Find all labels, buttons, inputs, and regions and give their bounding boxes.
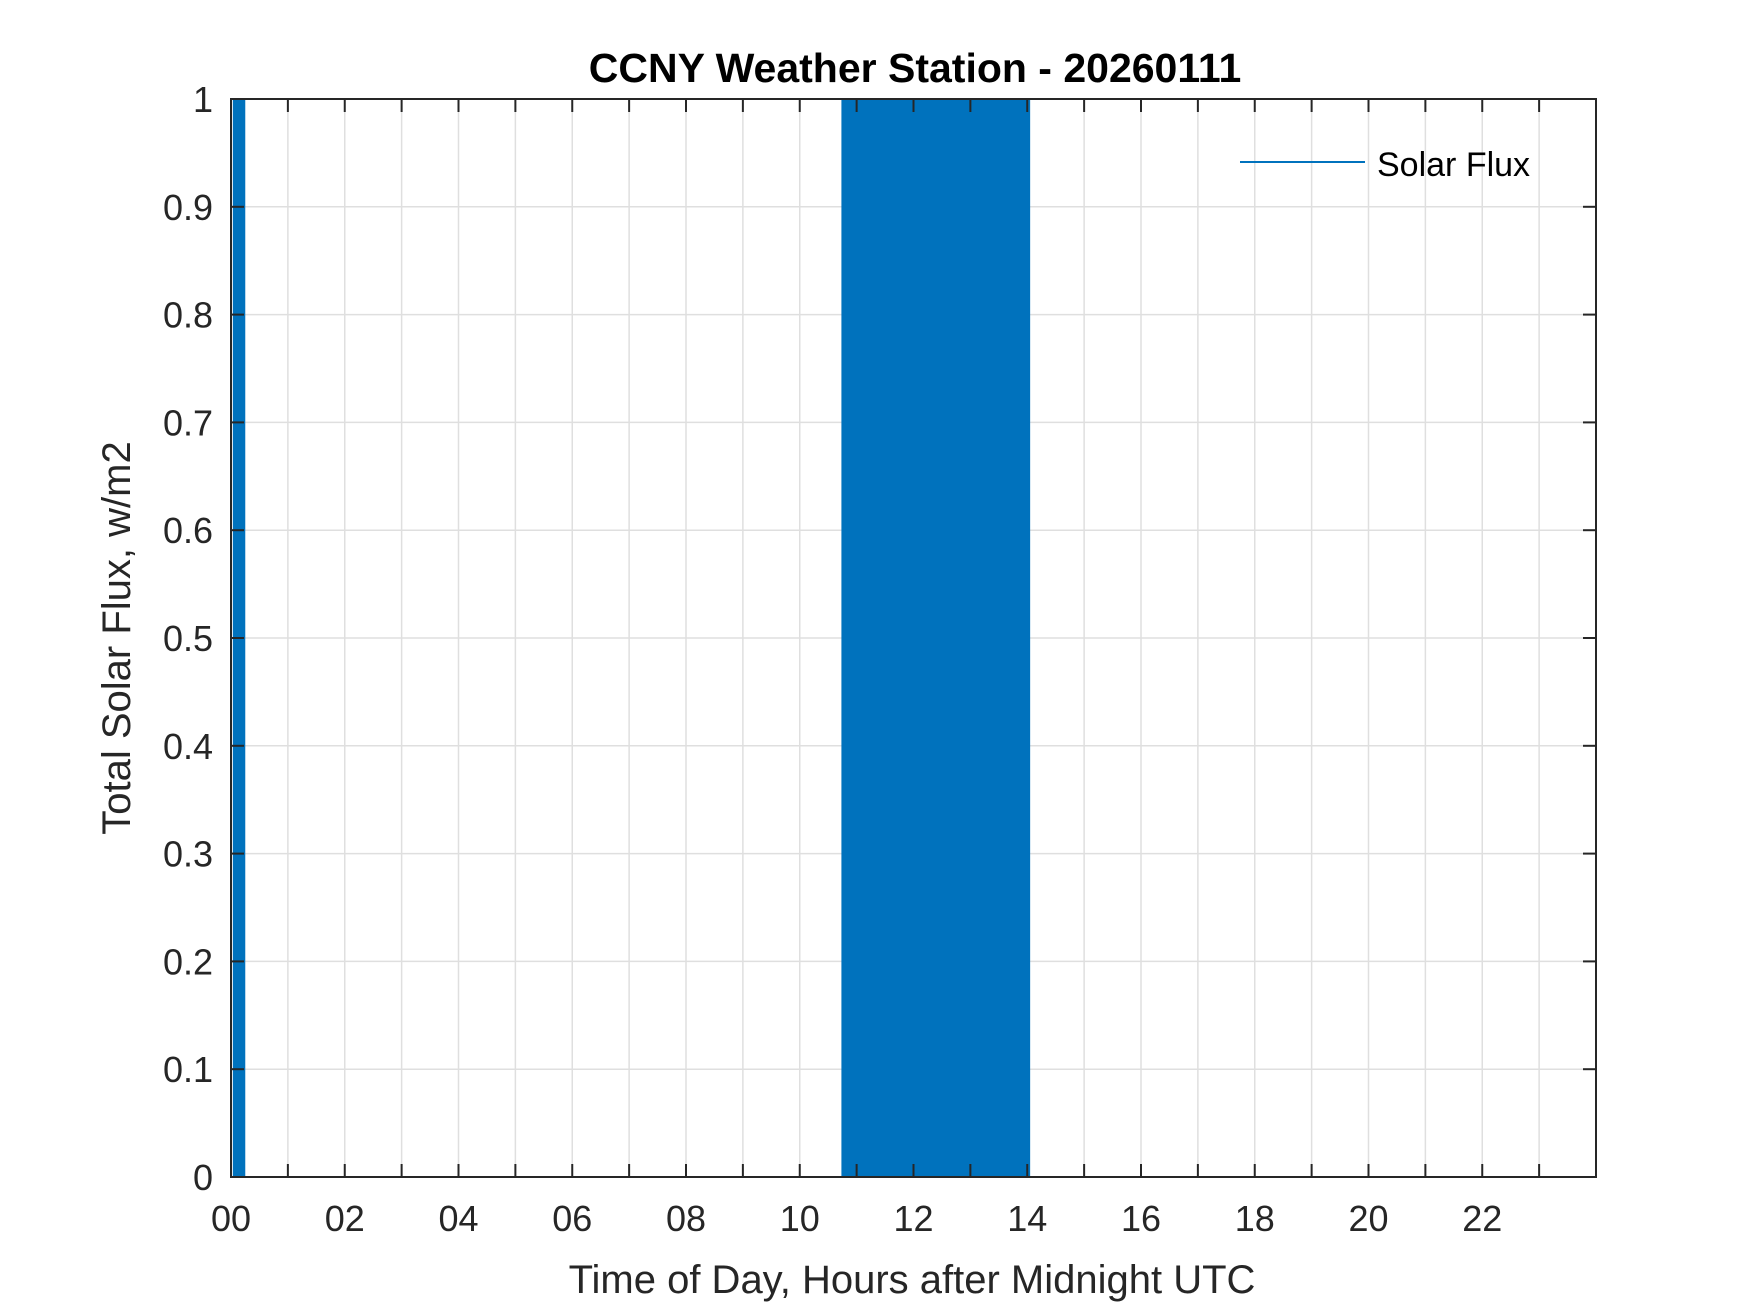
y-tick-label: 0.8 (163, 295, 213, 336)
y-axis-label: Total Solar Flux, w/m2 (95, 441, 139, 834)
x-tick-label: 14 (1007, 1198, 1047, 1239)
x-tick-label: 00 (211, 1198, 251, 1239)
axes (230, 98, 1597, 1178)
y-tick-label: 0.1 (163, 1049, 213, 1090)
x-tick-label: 06 (552, 1198, 592, 1239)
x-axis-label: Time of Day, Hours after Midnight UTC (569, 1258, 1256, 1302)
solar-flux-series (841, 98, 1031, 1178)
legend-label-solar-flux: Solar Flux (1377, 146, 1530, 184)
y-tick-label: 0.6 (163, 510, 213, 551)
y-tick-label: 1 (193, 79, 213, 120)
x-tick-label: 22 (1462, 1198, 1502, 1239)
y-tick-label: 0.4 (163, 726, 213, 767)
y-tick-label: 0 (193, 1157, 213, 1198)
x-tick-label: 04 (438, 1198, 478, 1239)
chart-title: CCNY Weather Station - 20260111 (589, 45, 1242, 91)
x-tick-label: 12 (893, 1198, 933, 1239)
x-tick-label: 18 (1235, 1198, 1275, 1239)
y-tick-label: 0.7 (163, 402, 213, 443)
x-tick-label: 08 (666, 1198, 706, 1239)
y-tick-label: 0.5 (163, 618, 213, 659)
legend: Solar Flux (1240, 146, 1530, 184)
tick-labels: 00 02 04 06 08 10 12 14 16 18 20 22 0 0.1 0.2 0.3 0.4 0.5… (163, 79, 1502, 1239)
x-tick-label: 20 (1348, 1198, 1388, 1239)
y-tick-label: 0.9 (163, 187, 213, 228)
x-tick-label: 16 (1121, 1198, 1161, 1239)
x-tick-label: 02 (325, 1198, 365, 1239)
x-tick-label: 10 (780, 1198, 820, 1239)
y-tick-label: 0.2 (163, 941, 213, 982)
y-tick-label: 0.3 (163, 834, 213, 875)
